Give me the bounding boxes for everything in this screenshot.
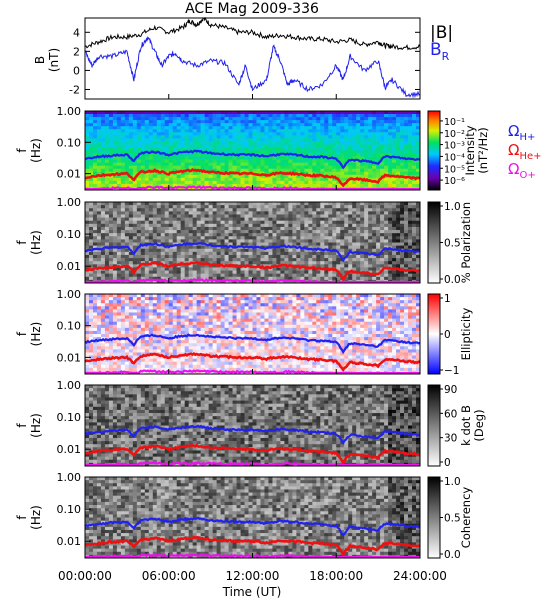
y-tick-label: 0.10: [57, 228, 82, 241]
spectrogram-cells: [85, 111, 421, 191]
colorbar-tick-label: 0: [444, 329, 451, 341]
b-field-panel: 4 2 0 -2 B (nT) |B| BR: [33, 16, 453, 100]
gyro-line-he-plus: [84, 443, 421, 466]
colorbar-tick-label: 0: [444, 457, 451, 469]
colorbar-label: Coherency: [459, 487, 473, 549]
legend-h-plus: ΩH+: [508, 122, 535, 143]
y-tick-label: 1.00: [57, 379, 82, 392]
colorbar-kdb: [427, 384, 441, 467]
y-tick-label: 0.01: [57, 168, 82, 181]
freq-ylabel: f: [15, 423, 29, 428]
x-axis-label: Time (UT): [222, 585, 282, 599]
colorbar-tick-label: 10⁻²: [444, 129, 465, 140]
colorbar-tick-label: 0.0: [444, 274, 461, 286]
colorbar-pol: [427, 201, 441, 284]
y-tick-label: 0.01: [57, 443, 82, 456]
y-tick-label: 2: [73, 45, 80, 58]
y-tick-label: 0.10: [57, 136, 82, 149]
colorbar-tick-label: 10⁻⁴: [444, 152, 465, 163]
y-tick-label: 0.01: [57, 351, 82, 364]
colorbar-label: Intensity: [463, 125, 477, 175]
x-tick-label: 00:00:00: [58, 569, 112, 583]
colorbar-tick-label: −1: [444, 365, 459, 377]
colorbar-label: Ellipticity: [459, 307, 473, 360]
colorbar-tick-label: 10⁻¹: [444, 117, 465, 128]
freq-ylabel: f: [15, 148, 29, 153]
freq-yunit: (Hz): [29, 138, 43, 163]
y-tick-label: 4: [73, 26, 80, 39]
gyro-legend: ΩH+ ΩHe+ ΩO+: [508, 122, 542, 181]
colorbar-tick-label: 1: [444, 293, 451, 305]
spectrogram-panel-kdb: 1.00 0.10 0.01 f (Hz) 90 60 30 0 k dot B (Deg): [15, 379, 486, 469]
b-field-yunit: (nT): [47, 48, 61, 72]
legend-b-r: BR: [430, 40, 450, 63]
colorbar-unit: (Deg): [472, 409, 486, 441]
legend-he-plus: ΩHe+: [508, 141, 542, 162]
colorbar-tick-label: 10⁻⁵: [444, 164, 465, 175]
freq-ylabel: f: [15, 515, 29, 520]
colorbar-label: % Polarization: [459, 202, 473, 283]
series-line-b-mag: [84, 16, 421, 51]
legend-b-mag: |B|: [430, 23, 453, 43]
freq-yunit: (Hz): [29, 505, 43, 530]
y-tick-label: 0.01: [57, 535, 82, 548]
colorbar-tick-label: 60: [444, 408, 457, 420]
y-tick-label: 0: [73, 64, 80, 77]
colorbar-tick-label: 0.0: [444, 549, 461, 561]
colorbar-tick-label: 10⁻³: [444, 141, 465, 152]
y-tick-label: 1.00: [57, 196, 82, 209]
gyro-line-he-plus: [84, 351, 421, 373]
x-tick-label: 24:00:00: [393, 569, 447, 583]
freq-ylabel: f: [15, 240, 29, 245]
series-line-b-r: [84, 35, 421, 99]
y-tick-label: 0.10: [57, 503, 82, 516]
freq-yunit: (Hz): [29, 413, 43, 438]
colorbar-unit: (nT²/Hz): [476, 127, 490, 173]
spectrogram-panel-pol: 1.00 0.10 0.01 f (Hz) 1.0 0.5 0.0% Polarization: [15, 196, 473, 286]
y-tick-label: 0.01: [57, 260, 82, 273]
colorbar-tick-label: 90: [444, 384, 457, 396]
y-tick-label: 1.00: [57, 471, 82, 484]
gyro-line-h-plus: [84, 424, 421, 445]
y-tick-label: 0.10: [57, 320, 82, 333]
x-tick-label: 18:00:00: [309, 569, 363, 583]
colorbar-tick-label: 10⁻⁶: [444, 176, 465, 187]
colorbar-tick-label: 30: [444, 433, 457, 445]
spectrogram-cells: [85, 202, 421, 284]
spectrogram-cells: [85, 385, 421, 467]
y-tick-label: -2: [69, 83, 80, 96]
colorbar-tick-label: 0.5: [444, 238, 461, 250]
figure-title: ACE Mag 2009-336: [185, 1, 319, 17]
spectrogram-panel-int: 1.00 0.10 0.01 f (Hz) 10⁻¹10⁻²10⁻³10⁻⁴10⁻⁵10⁻…: [15, 105, 490, 191]
x-tick-label: 06:00:00: [142, 569, 196, 583]
gyro-line-h-plus: [84, 149, 421, 170]
y-tick-label: 1.00: [57, 105, 82, 118]
freq-yunit: (Hz): [29, 230, 43, 255]
gyro-line-h-plus: [84, 333, 421, 355]
y-tick-label: 0.10: [57, 411, 82, 424]
colorbar-tick-label: 1.0: [444, 201, 461, 213]
gyro-line-he-plus: [84, 168, 421, 188]
colorbar-int: [427, 110, 441, 191]
colorbar-tick-label: 1.0: [444, 476, 461, 488]
colorbar-coh: [427, 476, 441, 559]
gyro-line-h-plus: [84, 516, 421, 537]
colorbar-tick-label: 0.5: [444, 513, 461, 525]
gyro-line-h-plus: [84, 241, 420, 263]
y-tick-label: 1.00: [57, 288, 82, 301]
legend-o-plus: ΩO+: [508, 160, 536, 181]
x-tick-label: 12:00:00: [226, 569, 280, 583]
gyro-line-he-plus: [84, 260, 421, 283]
freq-yunit: (Hz): [29, 322, 43, 347]
b-field-ylabel: B: [33, 56, 47, 64]
gyro-line-he-plus: [84, 535, 421, 557]
freq-ylabel: f: [15, 331, 29, 336]
colorbar-label: k dot B: [459, 405, 473, 446]
colorbar-ell: [427, 293, 441, 375]
